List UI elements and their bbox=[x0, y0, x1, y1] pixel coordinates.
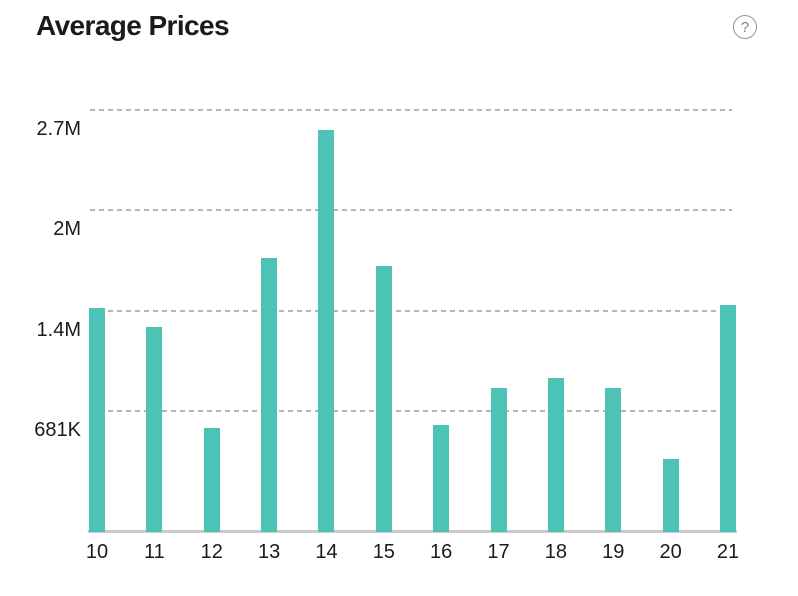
question-mark-icon: ? bbox=[740, 18, 750, 36]
x-axis-label: 12 bbox=[200, 541, 223, 563]
bar-14[interactable] bbox=[318, 130, 335, 532]
gridline bbox=[90, 309, 732, 312]
bar-21[interactable] bbox=[720, 304, 736, 532]
y-axis-label: 681K bbox=[34, 418, 81, 441]
bar-17[interactable] bbox=[490, 387, 507, 532]
x-axis-label: 14 bbox=[315, 541, 338, 563]
x-axis-label: 16 bbox=[430, 541, 453, 563]
y-axis-label: 2M bbox=[53, 218, 81, 241]
bar-13[interactable] bbox=[261, 258, 278, 532]
y-axis-label: 2.7M bbox=[36, 118, 81, 141]
bar-10[interactable] bbox=[89, 307, 105, 532]
bar-11[interactable] bbox=[146, 327, 163, 532]
x-axis-label: 13 bbox=[257, 541, 281, 563]
x-axis-label: 17 bbox=[487, 541, 510, 563]
bar-18[interactable] bbox=[547, 377, 564, 532]
gridline bbox=[90, 209, 732, 212]
gridline bbox=[90, 109, 732, 112]
help-button[interactable]: ? bbox=[733, 15, 757, 39]
x-axis-label: 20 bbox=[659, 541, 682, 563]
x-axis-label: 10 bbox=[85, 541, 109, 563]
x-axis-label: 11 bbox=[143, 541, 165, 563]
x-axis-line bbox=[88, 530, 737, 533]
page-title: Average Prices bbox=[36, 10, 230, 41]
x-axis-label: 21 bbox=[716, 541, 740, 563]
x-axis-label: 19 bbox=[602, 541, 625, 563]
bar-20[interactable] bbox=[662, 458, 679, 532]
bar-16[interactable] bbox=[433, 424, 450, 532]
x-axis-label: 18 bbox=[544, 541, 568, 563]
y-axis-label: 1.4M bbox=[36, 318, 81, 341]
bar-19[interactable] bbox=[605, 387, 622, 532]
bar-15[interactable] bbox=[375, 266, 392, 532]
gridline bbox=[90, 409, 732, 412]
bar-12[interactable] bbox=[203, 427, 220, 532]
x-axis-label: 15 bbox=[372, 541, 395, 563]
